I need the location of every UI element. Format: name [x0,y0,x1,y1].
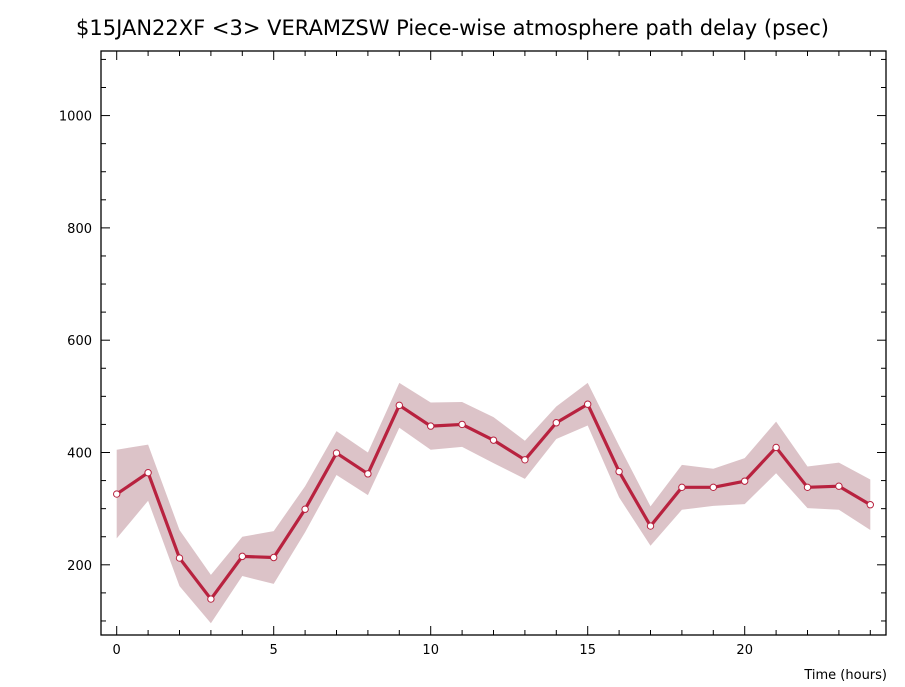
y-tick-label: 400 [67,447,92,462]
data-point [521,456,529,464]
axes-layer: 0 5 10 15 20 200 400 600 800 1000 [59,50,887,658]
data-point [207,595,215,603]
data-point [646,522,655,530]
plot-frame [100,50,887,636]
data-point [301,505,309,513]
data-point [772,443,780,452]
data-point [803,483,812,492]
data-point [584,400,592,408]
data-point [238,552,247,561]
data-point [458,420,466,429]
x-tick-label: 5 [270,643,278,658]
x-tick-label: 0 [113,643,121,658]
data-point [175,554,184,562]
uncertainty-band [116,382,871,624]
y-tick-label: 200 [67,559,92,574]
data-point [835,482,843,490]
uncertainty-band-layer [116,382,871,624]
data-point [270,553,278,562]
data-point [332,449,341,457]
data-point [709,483,717,492]
data-point [427,422,435,430]
data-point [364,470,372,478]
x-tick-label: 20 [736,643,753,658]
data-point [866,501,874,509]
y-tick-label: 800 [67,222,92,237]
data-point [678,483,686,492]
data-point [113,490,121,498]
x-axis-title: Time (hours) [803,668,887,683]
y-tick-label: 600 [67,334,92,349]
data-point [144,469,152,477]
data-points-layer [113,400,874,603]
data-point [615,467,623,476]
data-point [489,436,498,444]
data-point [552,419,560,427]
y-tick-label: 1000 [59,110,92,125]
x-tick-label: 15 [579,643,596,658]
x-tick-label: 10 [422,643,439,658]
chart-title: $15JAN22XF <3> VERAMZSW Piece-wise atmos… [76,16,829,40]
data-point [741,477,749,485]
data-point [395,401,403,410]
